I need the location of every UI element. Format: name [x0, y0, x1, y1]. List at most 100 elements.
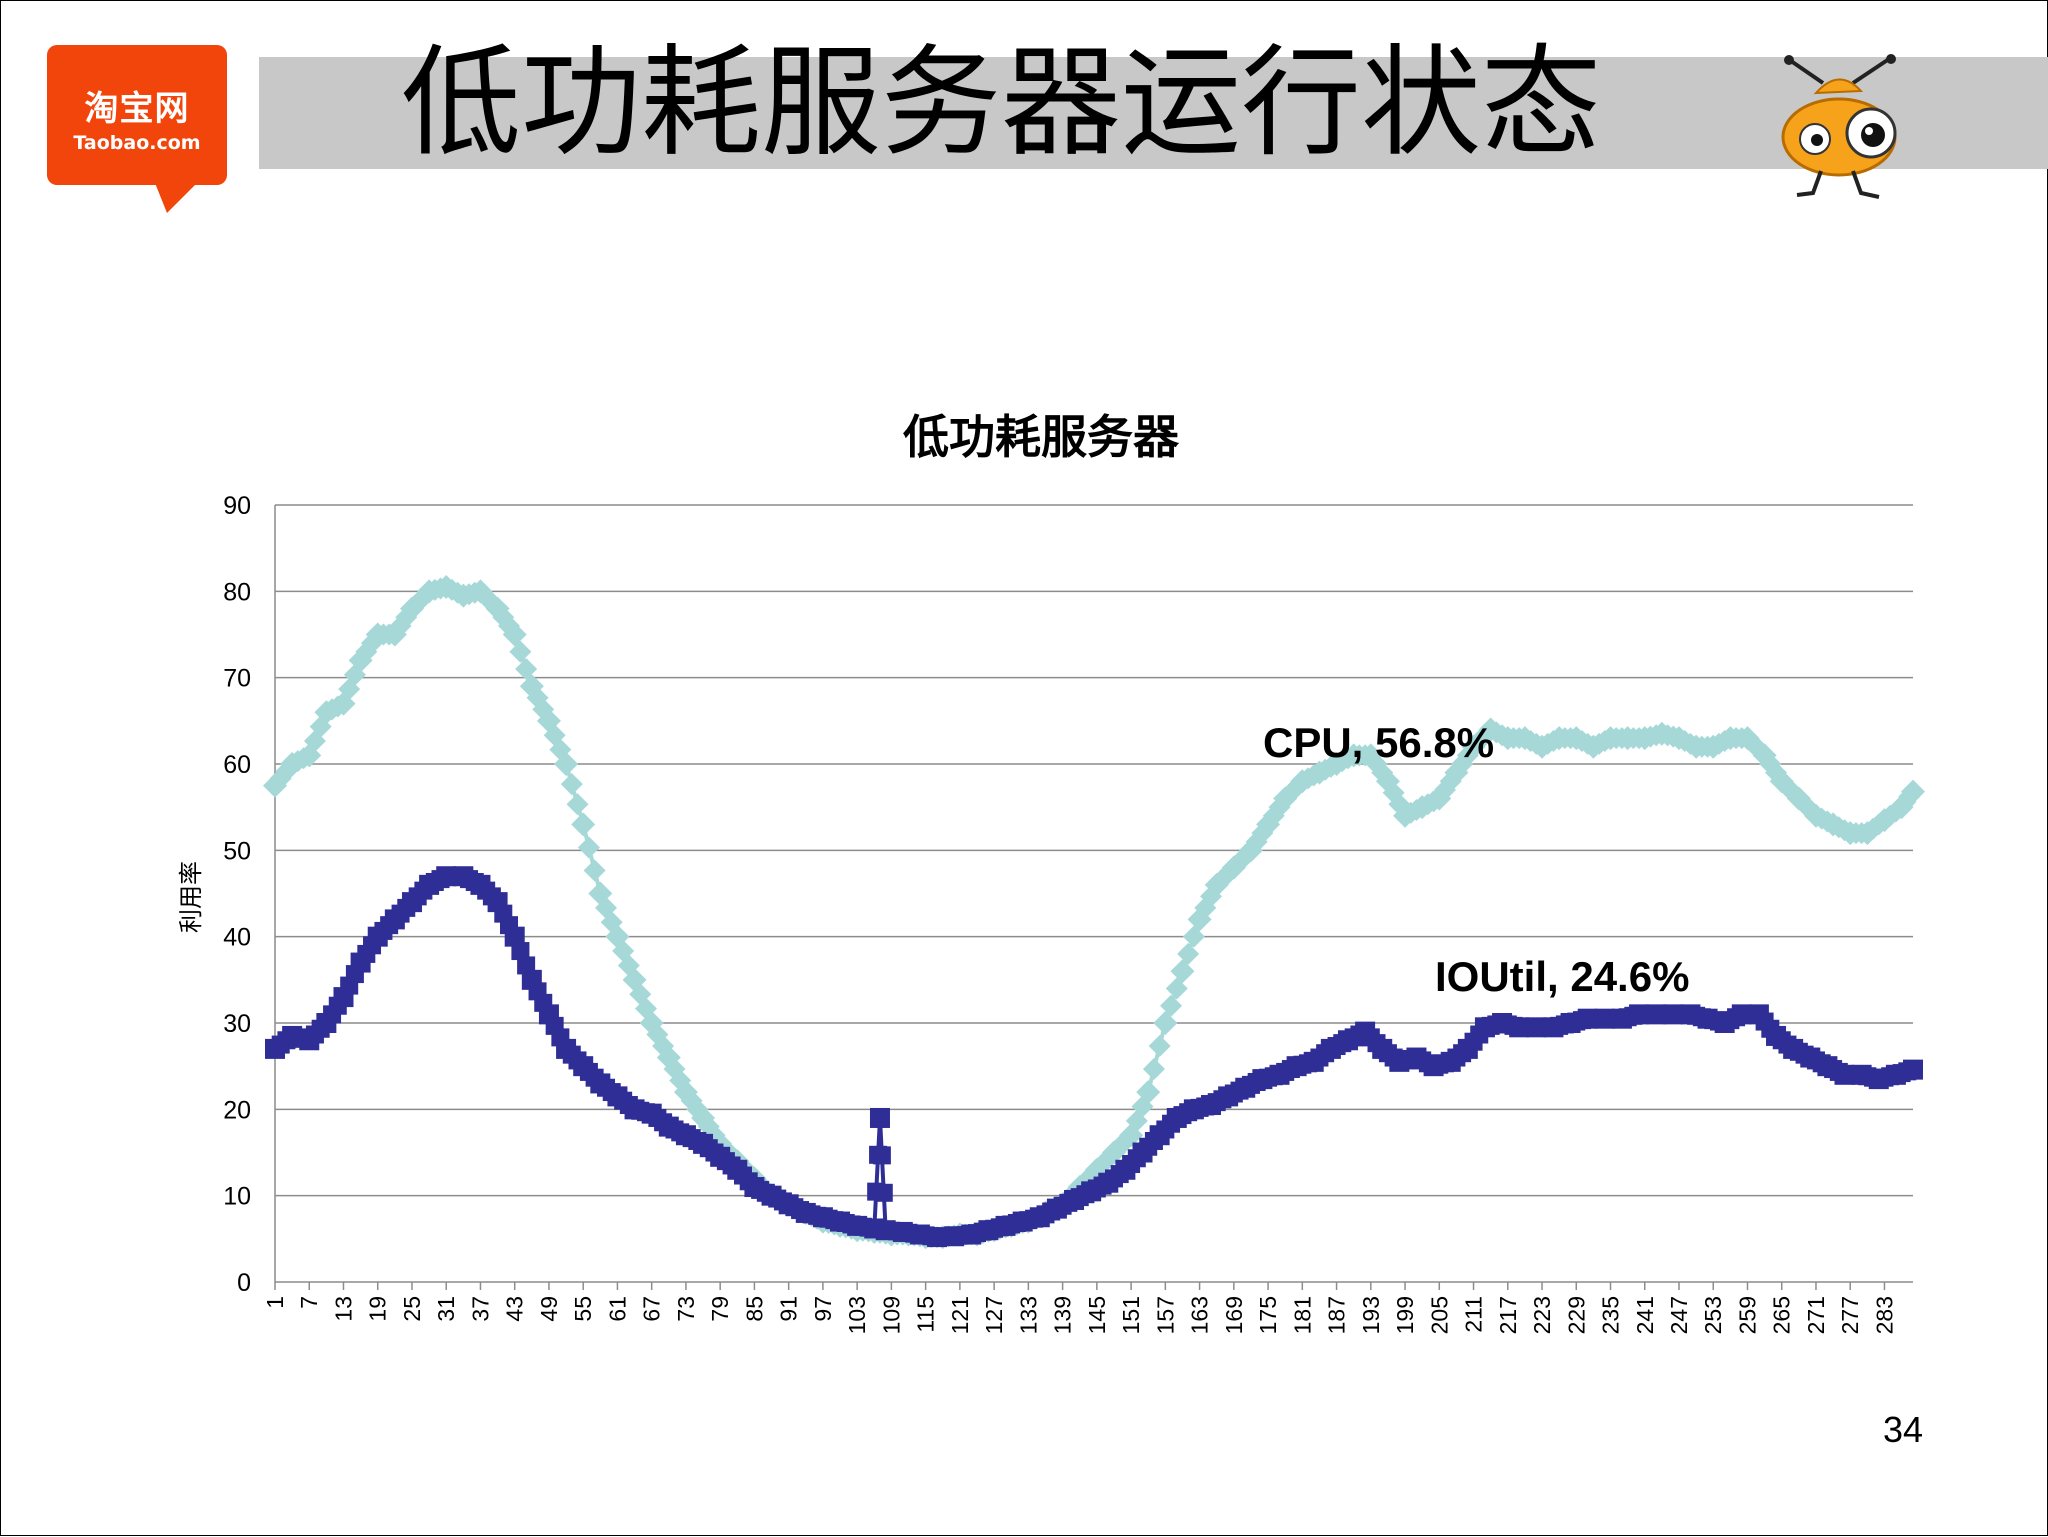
data-point [502, 622, 527, 647]
cpu-series [263, 575, 1925, 1250]
data-point [1170, 959, 1195, 984]
x-tick-label: 43 [502, 1296, 528, 1322]
data-point [1136, 1080, 1161, 1105]
y-tick-label: 30 [223, 1010, 251, 1038]
data-point [509, 640, 532, 663]
title-banner [259, 57, 2048, 169]
x-tick-label: 223 [1529, 1296, 1555, 1334]
x-tick-label: 181 [1289, 1296, 1315, 1334]
logo-chinese-text: 淘宝网 [84, 89, 190, 129]
data-point [560, 773, 583, 796]
data-point [566, 793, 589, 816]
ioutil-series-label: IOUtil, 24.6% [1435, 953, 1689, 1000]
data-point [1142, 1058, 1165, 1081]
y-axis-label: 利用率 [177, 861, 205, 933]
x-tick-label: 67 [639, 1296, 665, 1322]
page-number: 34 [1882, 1409, 1923, 1450]
y-tick-label: 70 [223, 665, 251, 693]
x-tick-label: 157 [1152, 1296, 1178, 1334]
data-point [511, 942, 530, 961]
x-tick-label: 187 [1324, 1296, 1350, 1334]
y-tick-label: 80 [223, 578, 251, 606]
data-point [583, 859, 606, 882]
data-point [1901, 779, 1925, 804]
y-tick-label: 20 [223, 1096, 251, 1124]
y-tick-label: 0 [237, 1269, 251, 1297]
y-tick-label: 10 [223, 1183, 251, 1211]
data-point [554, 752, 579, 776]
x-tick-label: 121 [947, 1296, 973, 1334]
x-tick-label: 247 [1666, 1296, 1692, 1334]
data-point [869, 1107, 890, 1128]
axes [274, 505, 1913, 1283]
x-tick-label: 109 [878, 1296, 904, 1334]
cpu-series-label: CPU, 56.8% [1263, 719, 1494, 766]
chart-title: 低功耗服务器 [903, 410, 1180, 464]
x-tick-label: 55 [570, 1296, 596, 1322]
x-tick-label: 235 [1598, 1296, 1624, 1334]
x-tick-label: 271 [1803, 1296, 1829, 1334]
x-ticks: 1 7 13 19 25 31 37 43 49 55 61 67 73 79 85 91 97 103 109 11… [262, 1282, 1897, 1334]
x-tick-label: 91 [776, 1296, 802, 1322]
x-tick-label: 139 [1050, 1296, 1076, 1334]
x-tick-label: 7 [296, 1296, 322, 1309]
data-point [1177, 942, 1200, 965]
ant-mascot-icon [1781, 54, 1897, 199]
x-tick-label: 133 [1015, 1296, 1041, 1334]
series-layer [263, 575, 1925, 1250]
x-tick-label: 85 [741, 1296, 767, 1322]
x-tick-label: 229 [1563, 1296, 1589, 1334]
series-line [273, 585, 1915, 1240]
x-tick-label: 253 [1700, 1296, 1726, 1334]
x-tick-label: 277 [1837, 1296, 1863, 1334]
x-tick-label: 127 [981, 1296, 1007, 1334]
x-tick-label: 259 [1734, 1296, 1760, 1334]
x-tick-label: 103 [844, 1296, 870, 1334]
x-tick-label: 145 [1084, 1296, 1110, 1334]
slide-title: 低功耗服务器运行状态 [401, 34, 1601, 173]
x-tick-label: 49 [536, 1296, 562, 1322]
logo-english-text: Taobao.com [73, 132, 201, 154]
data-point [872, 1146, 891, 1165]
x-tick-label: 199 [1392, 1296, 1418, 1334]
x-tick-label: 175 [1255, 1296, 1281, 1334]
y-ticks: 0 10 20 30 40 50 60 70 80 90 [223, 492, 251, 1297]
data-point [1160, 994, 1183, 1017]
data-point [874, 1183, 893, 1202]
x-tick-label: 211 [1461, 1296, 1487, 1333]
x-tick-label: 97 [810, 1296, 836, 1322]
data-point [1153, 1011, 1178, 1035]
data-point [571, 812, 596, 837]
data-point [1903, 1059, 1923, 1080]
data-point [577, 836, 600, 859]
x-tick-label: 241 [1632, 1296, 1658, 1334]
ioutil-series [265, 866, 1923, 1248]
taobao-logo: 淘宝网 Taobao.com [47, 45, 227, 213]
y-tick-label: 60 [223, 751, 251, 779]
x-tick-label: 205 [1426, 1296, 1452, 1334]
x-tick-label: 151 [1118, 1296, 1144, 1334]
x-tick-label: 169 [1221, 1296, 1247, 1334]
y-tick-label: 40 [223, 924, 251, 952]
x-tick-label: 61 [604, 1296, 630, 1322]
x-tick-label: 19 [365, 1296, 391, 1322]
x-tick-label: 79 [707, 1296, 733, 1322]
grid [275, 504, 1913, 1197]
x-tick-label: 163 [1187, 1296, 1213, 1334]
y-tick-label: 90 [223, 492, 251, 520]
x-tick-label: 37 [467, 1296, 493, 1322]
x-tick-label: 283 [1871, 1296, 1897, 1334]
data-point [1148, 1035, 1171, 1058]
x-tick-label: 31 [433, 1296, 459, 1322]
x-tick-label: 193 [1358, 1296, 1384, 1334]
x-tick-label: 73 [673, 1296, 699, 1322]
x-tick-label: 1 [262, 1296, 288, 1309]
x-tick-label: 13 [330, 1296, 356, 1322]
y-tick-label: 50 [223, 837, 251, 865]
x-tick-label: 25 [399, 1296, 425, 1322]
x-tick-label: 115 [913, 1296, 939, 1333]
x-tick-label: 217 [1495, 1296, 1521, 1334]
x-tick-label: 265 [1769, 1296, 1795, 1334]
